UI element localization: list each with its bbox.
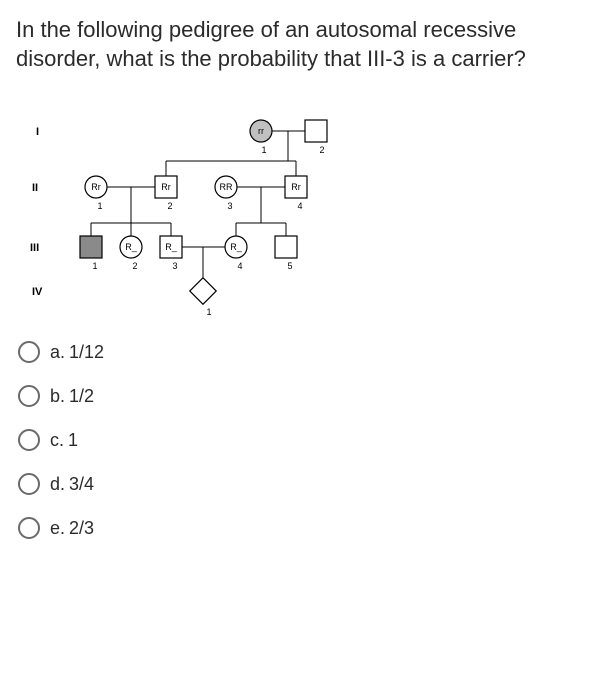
svg-text:R_: R_ [165,242,177,252]
question-text: In the following pedigree of an autosoma… [16,16,576,73]
option-text: 1/2 [69,386,94,406]
svg-text:4: 4 [237,261,242,271]
svg-text:1: 1 [92,261,97,271]
option-a[interactable]: a.1/12 [18,341,576,363]
radio-icon [18,429,40,451]
svg-text:R_: R_ [230,242,242,252]
svg-text:R_: R_ [125,242,137,252]
svg-text:IV: IV [32,286,43,298]
svg-text:2: 2 [132,261,137,271]
svg-text:I: I [36,126,39,138]
option-label: e.2/3 [50,518,94,539]
radio-icon [18,385,40,407]
radio-icon [18,341,40,363]
radio-icon [18,473,40,495]
svg-text:Rr: Rr [91,182,101,192]
option-c[interactable]: c.1 [18,429,576,451]
option-letter: e. [50,518,65,538]
svg-text:4: 4 [297,201,302,211]
option-letter: d. [50,474,65,494]
svg-text:2: 2 [319,145,324,155]
pedigree-diagram: rr12Rr1Rr2RR3Rr41R_2R_3R_451IIIIIIIV [16,91,376,321]
svg-text:3: 3 [172,261,177,271]
svg-text:1: 1 [97,201,102,211]
svg-text:RR: RR [220,182,233,192]
svg-text:1: 1 [261,145,266,155]
option-label: c.1 [50,430,78,451]
option-letter: a. [50,342,65,362]
svg-text:III: III [30,242,39,254]
option-text: 1/12 [69,342,104,362]
option-text: 1 [68,430,78,450]
option-letter: c. [50,430,64,450]
option-text: 2/3 [69,518,94,538]
option-letter: b. [50,386,65,406]
option-label: b.1/2 [50,386,94,407]
option-b[interactable]: b.1/2 [18,385,576,407]
option-label: d.3/4 [50,474,94,495]
option-e[interactable]: e.2/3 [18,517,576,539]
svg-text:2: 2 [167,201,172,211]
answer-options: a.1/12 b.1/2 c.1 d.3/4 e.2/3 [18,341,576,539]
svg-text:rr: rr [258,126,264,136]
option-d[interactable]: d.3/4 [18,473,576,495]
svg-text:1: 1 [206,307,211,317]
svg-text:Rr: Rr [161,182,171,192]
svg-text:Rr: Rr [291,182,301,192]
svg-text:5: 5 [287,261,292,271]
svg-text:3: 3 [227,201,232,211]
radio-icon [18,517,40,539]
option-text: 3/4 [69,474,94,494]
option-label: a.1/12 [50,342,104,363]
svg-text:II: II [32,182,38,194]
